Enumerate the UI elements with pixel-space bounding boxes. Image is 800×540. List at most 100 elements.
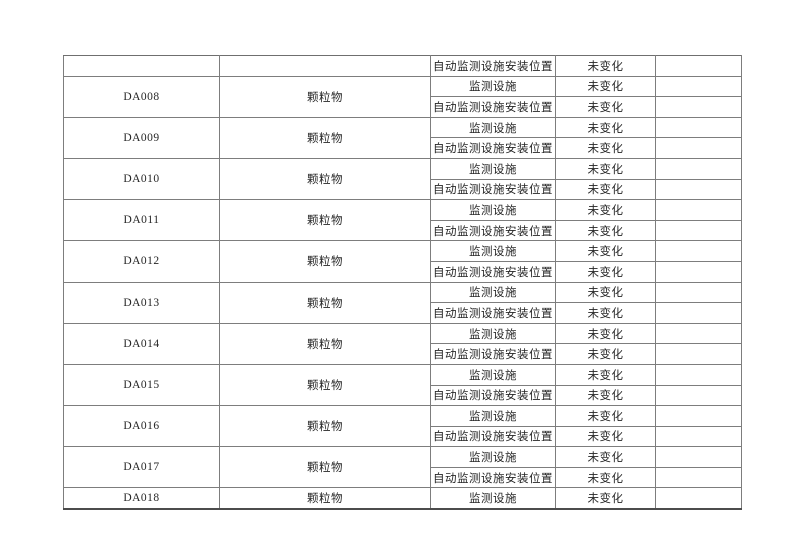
remark-cell xyxy=(655,487,742,510)
facility-id-cell: DA016 xyxy=(63,405,220,448)
facility-id-cell: DA011 xyxy=(63,199,220,242)
change-item-cell: 自动监测设施安装位置 xyxy=(430,55,556,77)
remark-cell xyxy=(655,178,742,201)
remark-cell xyxy=(655,425,742,448)
pollutant-cell: 颗粒物 xyxy=(219,199,431,242)
table-row: DA018 颗粒物 监测设施 未变化 xyxy=(63,487,742,510)
change-item-cell: 监测设施 xyxy=(430,363,556,386)
pollutant-cell: 颗粒物 xyxy=(219,281,431,324)
remark-cell xyxy=(655,405,742,427)
facility-id-cell: DA008 xyxy=(63,75,220,118)
change-status-cell: 未变化 xyxy=(555,199,656,221)
change-status-cell: 未变化 xyxy=(555,96,656,118)
facility-id-cell: DA013 xyxy=(63,281,220,324)
change-item-cell: 监测设施 xyxy=(430,405,556,427)
change-item-cell: 自动监测设施安装位置 xyxy=(430,219,556,242)
change-record-table: 自动监测设施安装位置 未变化 DA008 颗粒物 监测设施 未变化 自动监测设施安装位置 未变… xyxy=(63,55,742,511)
remark-cell xyxy=(655,384,742,407)
pollutant-cell xyxy=(219,55,431,77)
change-item-cell: 自动监测设施安装位置 xyxy=(430,178,556,201)
change-item-cell: 自动监测设施安装位置 xyxy=(430,260,556,283)
change-status-cell: 未变化 xyxy=(555,446,656,468)
remark-cell xyxy=(655,260,742,283)
change-item-cell: 监测设施 xyxy=(430,75,556,98)
change-status-cell: 未变化 xyxy=(555,363,656,386)
change-status-cell: 未变化 xyxy=(555,137,656,159)
table-row: DA008 颗粒物 监测设施 未变化 xyxy=(63,75,742,118)
change-status-cell: 未变化 xyxy=(555,75,656,98)
facility-id-cell: DA009 xyxy=(63,116,220,159)
pollutant-cell: 颗粒物 xyxy=(219,157,431,201)
change-status-cell: 未变化 xyxy=(555,281,656,304)
remark-cell xyxy=(655,157,742,180)
table-row: DA009 颗粒物 监测设施 未变化 xyxy=(63,116,742,159)
remark-cell xyxy=(655,446,742,468)
remark-cell xyxy=(655,116,742,139)
table-row: 自动监测设施安装位置 未变化 xyxy=(64,260,742,283)
change-status-cell: 未变化 xyxy=(555,487,656,510)
change-item-cell: 监测设施 xyxy=(430,487,556,510)
facility-id-cell: DA018 xyxy=(63,487,220,510)
table-row: DA016 颗粒物 监测设施 未变化 xyxy=(63,405,742,448)
table-row: 自动监测设施安装位置 未变化 xyxy=(64,425,742,448)
change-status-cell: 未变化 xyxy=(555,260,656,283)
change-status-cell: 未变化 xyxy=(555,240,656,262)
remark-cell xyxy=(655,219,742,242)
change-item-cell: 监测设施 xyxy=(430,240,556,262)
table-row: 自动监测设施安装位置 未变化 xyxy=(64,302,742,324)
change-status-cell: 未变化 xyxy=(555,116,656,139)
table-row: 自动监测设施安装位置 未变化 xyxy=(64,137,742,159)
change-item-cell: 自动监测设施安装位置 xyxy=(430,302,556,324)
change-status-cell: 未变化 xyxy=(555,425,656,448)
remark-cell xyxy=(655,322,742,345)
pollutant-cell: 颗粒物 xyxy=(219,405,431,448)
facility-id-cell: DA017 xyxy=(63,446,220,489)
remark-cell xyxy=(655,55,742,77)
table-row: DA011 颗粒物 监测设施 未变化 xyxy=(63,199,742,242)
change-status-cell: 未变化 xyxy=(555,178,656,201)
remark-cell xyxy=(655,343,742,365)
facility-id-cell: DA014 xyxy=(63,322,220,365)
change-item-cell: 自动监测设施安装位置 xyxy=(430,96,556,118)
table-row: DA014 颗粒物 监测设施 未变化 xyxy=(63,322,742,365)
remark-cell xyxy=(655,96,742,118)
change-status-cell: 未变化 xyxy=(555,219,656,242)
change-item-cell: 自动监测设施安装位置 xyxy=(430,425,556,448)
change-item-cell: 监测设施 xyxy=(430,446,556,468)
table-row: DA010 颗粒物 监测设施 未变化 xyxy=(63,157,742,201)
change-item-cell: 监测设施 xyxy=(430,199,556,221)
facility-id-cell xyxy=(63,55,220,77)
change-item-cell: 监测设施 xyxy=(430,116,556,139)
pollutant-cell: 颗粒物 xyxy=(219,240,431,283)
pollutant-cell: 颗粒物 xyxy=(219,446,431,489)
facility-id-cell: DA010 xyxy=(63,157,220,201)
change-item-cell: 自动监测设施安装位置 xyxy=(430,466,556,489)
table-row: 自动监测设施安装位置 未变化 xyxy=(64,466,742,489)
change-item-cell: 监测设施 xyxy=(430,157,556,180)
remark-cell xyxy=(655,199,742,221)
change-item-cell: 自动监测设施安装位置 xyxy=(430,343,556,365)
remark-cell xyxy=(655,281,742,304)
change-status-cell: 未变化 xyxy=(555,466,656,489)
change-status-cell: 未变化 xyxy=(555,343,656,365)
table-row: 自动监测设施安装位置 未变化 xyxy=(63,55,742,77)
change-item-cell: 监测设施 xyxy=(430,322,556,345)
change-item-cell: 监测设施 xyxy=(430,281,556,304)
remark-cell xyxy=(655,137,742,159)
pollutant-cell: 颗粒物 xyxy=(219,322,431,365)
remark-cell xyxy=(655,75,742,98)
remark-cell xyxy=(655,466,742,489)
change-status-cell: 未变化 xyxy=(555,322,656,345)
change-status-cell: 未变化 xyxy=(555,55,656,77)
pollutant-cell: 颗粒物 xyxy=(219,487,431,510)
facility-id-cell: DA012 xyxy=(63,240,220,283)
remark-cell xyxy=(655,240,742,262)
facility-id-cell: DA015 xyxy=(63,363,220,407)
change-status-cell: 未变化 xyxy=(555,302,656,324)
table-row: DA015 颗粒物 监测设施 未变化 xyxy=(63,363,742,407)
table-body: 自动监测设施安装位置 未变化 DA008 颗粒物 监测设施 未变化 自动监测设施安装位置 未变… xyxy=(63,55,742,510)
table-row: 自动监测设施安装位置 未变化 xyxy=(64,384,742,407)
remark-cell xyxy=(655,302,742,324)
change-status-cell: 未变化 xyxy=(555,405,656,427)
